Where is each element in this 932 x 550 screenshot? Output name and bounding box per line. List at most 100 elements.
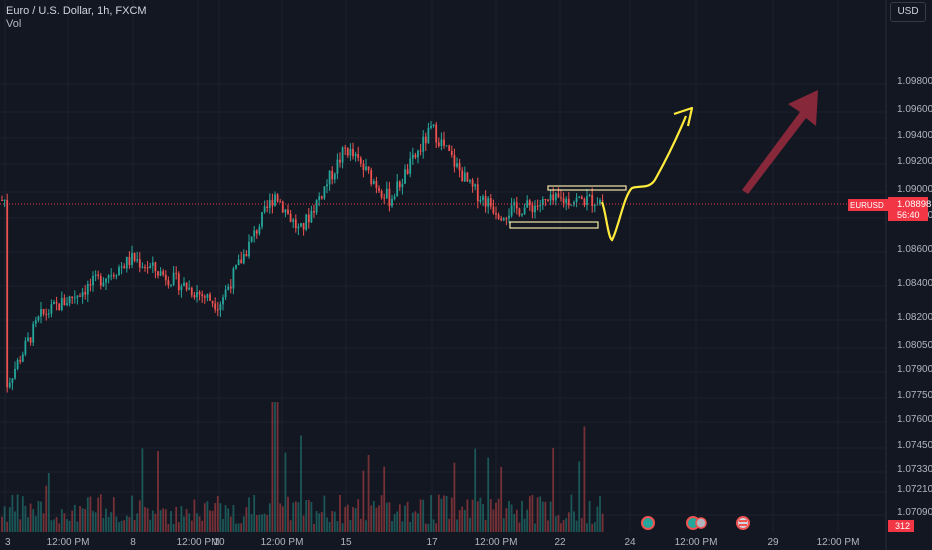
volume-bar: [206, 501, 209, 532]
candle-body: [411, 154, 414, 159]
volume-bar: [378, 505, 380, 532]
candle-body: [162, 271, 165, 275]
volume-bar: [534, 523, 536, 532]
volume-bar: [112, 497, 115, 532]
volume-bar: [183, 516, 185, 532]
candle-body: [586, 196, 588, 206]
volume-bar: [586, 523, 588, 532]
volume-bar: [229, 516, 232, 532]
candle-body: [344, 147, 347, 149]
volume-bar: [240, 523, 243, 532]
candle-body: [110, 275, 113, 277]
candle-body: [466, 172, 469, 182]
us-flag-icon[interactable]: [736, 516, 750, 530]
volume-bar: [58, 523, 61, 532]
volume-bar: [73, 504, 76, 532]
candle-body: [6, 199, 9, 388]
volume-legend[interactable]: Vol: [6, 18, 22, 30]
symbol-title[interactable]: Euro / U.S. Dollar, 1h, FXCM: [6, 5, 147, 17]
candle-body: [469, 180, 471, 182]
volume-bar: [136, 513, 139, 532]
volume-bar: [89, 496, 92, 532]
candle-body: [591, 195, 594, 207]
candle-body: [297, 226, 300, 229]
volume-bar: [583, 426, 586, 532]
price-tick-label: 1.09000: [897, 184, 932, 195]
volume-bar: [125, 515, 128, 532]
event-icons[interactable]: [641, 516, 750, 530]
candle-body: [484, 196, 487, 207]
candle-body: [326, 184, 328, 187]
candle-body: [528, 200, 531, 206]
candle-body: [123, 266, 126, 269]
candle-body: [450, 151, 453, 156]
consolidation-box-top: [547, 185, 627, 191]
volume-bar: [274, 402, 276, 532]
candle-body: [125, 256, 128, 269]
candle-body: [245, 254, 248, 257]
volume-bar: [19, 519, 22, 532]
candle-body: [99, 275, 102, 286]
volume-bar: [518, 522, 521, 532]
volume-bar: [258, 514, 261, 532]
volume-bar: [203, 503, 206, 532]
volume-bar: [32, 509, 35, 532]
candle-body: [419, 150, 422, 152]
candle-body: [172, 272, 175, 285]
calendar-icon[interactable]: [686, 516, 707, 530]
volume-bar: [557, 514, 560, 532]
candle-body: [346, 148, 349, 156]
candle-body: [45, 313, 48, 315]
volume-bar: [528, 496, 531, 532]
volume-bar: [521, 500, 523, 532]
candle-body: [352, 148, 354, 157]
candle-body: [552, 194, 555, 201]
candle-body: [188, 287, 191, 290]
candle-body: [349, 148, 352, 156]
candle-body: [138, 259, 141, 268]
candle-body: [487, 198, 490, 207]
volume-bar: [500, 466, 503, 532]
volume-bar: [463, 510, 466, 532]
candle-body: [318, 196, 321, 201]
candle-body: [554, 193, 557, 201]
volume-bar: [248, 497, 250, 532]
candle-body: [32, 323, 35, 343]
candle-body: [219, 304, 222, 310]
volume-bar: [547, 520, 549, 532]
candle-body: [536, 205, 539, 207]
volume-bar: [105, 508, 107, 532]
candle-body: [261, 212, 263, 227]
candle-body: [458, 163, 461, 171]
candle-body: [232, 268, 235, 289]
volume-bar: [359, 518, 362, 532]
volume-bar: [162, 508, 165, 532]
volume-bar: [172, 523, 175, 532]
chart-header: Euro / U.S. Dollar, 1h, FXCM Vol: [6, 5, 147, 31]
candle-body: [456, 163, 458, 167]
volume-bar: [138, 500, 141, 532]
candle-body: [378, 187, 380, 191]
candle-body: [63, 298, 66, 306]
candle-body: [16, 360, 19, 369]
candle-body: [258, 226, 261, 234]
candle-body: [133, 253, 136, 261]
volume-bar: [450, 497, 453, 532]
volume-bar: [567, 512, 570, 532]
volume-bar: [201, 520, 204, 532]
candle-body: [190, 287, 193, 296]
volume-bar: [375, 507, 378, 532]
volume-bar: [354, 507, 357, 532]
volume-bar: [276, 402, 279, 532]
candle-body: [365, 166, 367, 170]
currency-button[interactable]: USD: [890, 2, 926, 22]
volume-bar: [94, 512, 97, 532]
candle-body: [370, 170, 373, 185]
candle-body: [489, 198, 492, 207]
volume-bar: [40, 501, 42, 532]
calendar-icon[interactable]: [641, 516, 655, 530]
candlestick-series: [1, 121, 604, 393]
candle-body: [333, 173, 336, 180]
